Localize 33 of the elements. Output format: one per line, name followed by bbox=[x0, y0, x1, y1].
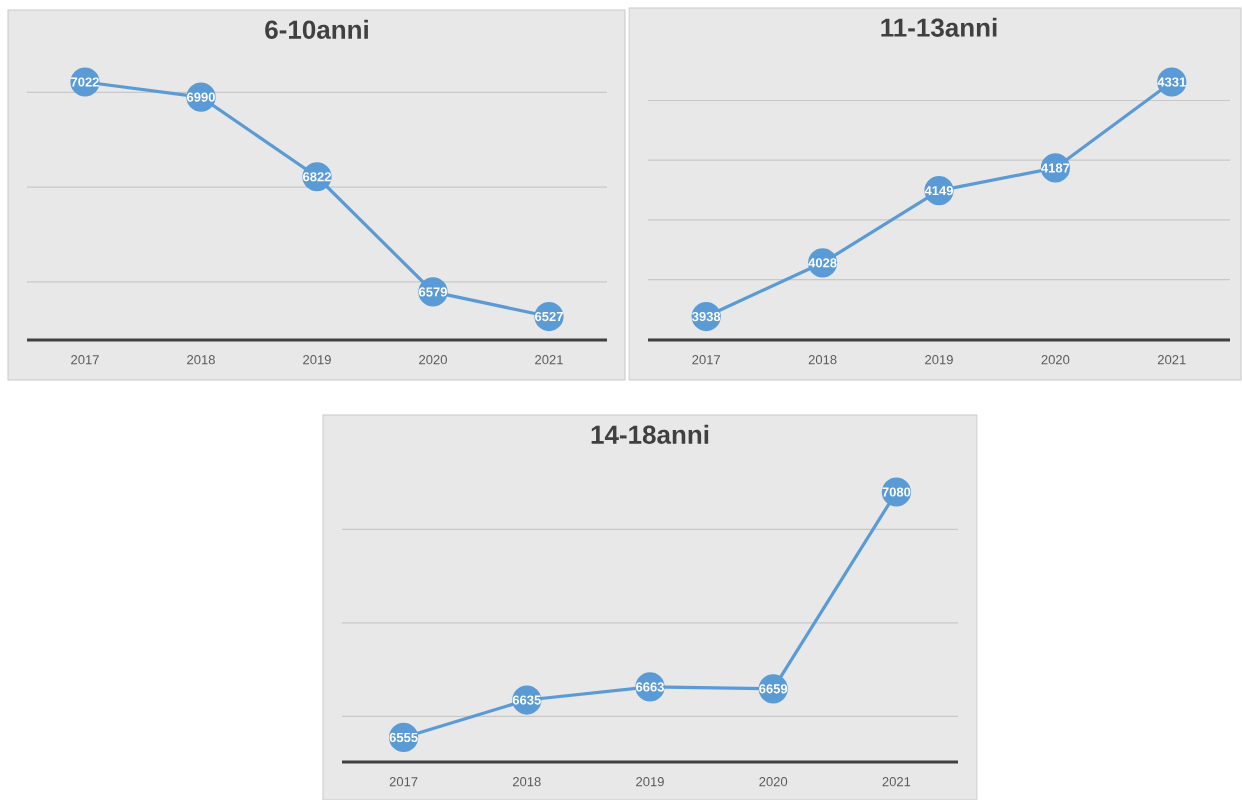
data-label: 4331 bbox=[1157, 77, 1186, 87]
x-tick-label: 2021 bbox=[882, 776, 911, 787]
data-label: 4187 bbox=[1041, 163, 1070, 173]
data-label: 6663 bbox=[636, 682, 664, 692]
chart-title: 6-10anni bbox=[265, 19, 368, 39]
x-tick-label: 2019 bbox=[925, 354, 953, 365]
data-label: 6635 bbox=[512, 695, 541, 705]
data-label: 4028 bbox=[808, 257, 837, 268]
chart-title: 11-13anni bbox=[881, 17, 997, 37]
x-tick-label: 2020 bbox=[419, 354, 447, 365]
data-label: 4149 bbox=[924, 185, 953, 195]
x-tick-label: 2019 bbox=[303, 354, 331, 365]
x-tick-label: 2017 bbox=[692, 354, 720, 365]
data-label: 7080 bbox=[882, 487, 911, 497]
data-label: 7022 bbox=[71, 77, 99, 87]
data-label: 6659 bbox=[759, 683, 788, 694]
x-tick-label: 2021 bbox=[535, 354, 563, 365]
data-label: 6990 bbox=[187, 92, 215, 102]
x-tick-label: 2020 bbox=[1041, 354, 1070, 365]
x-tick-label: 2020 bbox=[759, 776, 788, 787]
data-label: 6822 bbox=[303, 171, 331, 182]
x-tick-label: 2018 bbox=[513, 776, 541, 787]
x-tick-label: 2018 bbox=[187, 354, 215, 365]
x-tick-label: 2018 bbox=[808, 354, 837, 365]
chart-title: 14-18anni bbox=[591, 424, 709, 444]
data-label: 6579 bbox=[419, 287, 447, 297]
x-tick-label: 2021 bbox=[1157, 354, 1186, 365]
x-tick-label: 2019 bbox=[636, 776, 664, 787]
data-label: 3938 bbox=[692, 311, 721, 321]
x-tick-label: 2017 bbox=[389, 776, 418, 787]
data-label: 6527 bbox=[535, 311, 563, 321]
data-label: 6555 bbox=[389, 732, 418, 742]
x-tick-label: 2017 bbox=[71, 354, 99, 365]
